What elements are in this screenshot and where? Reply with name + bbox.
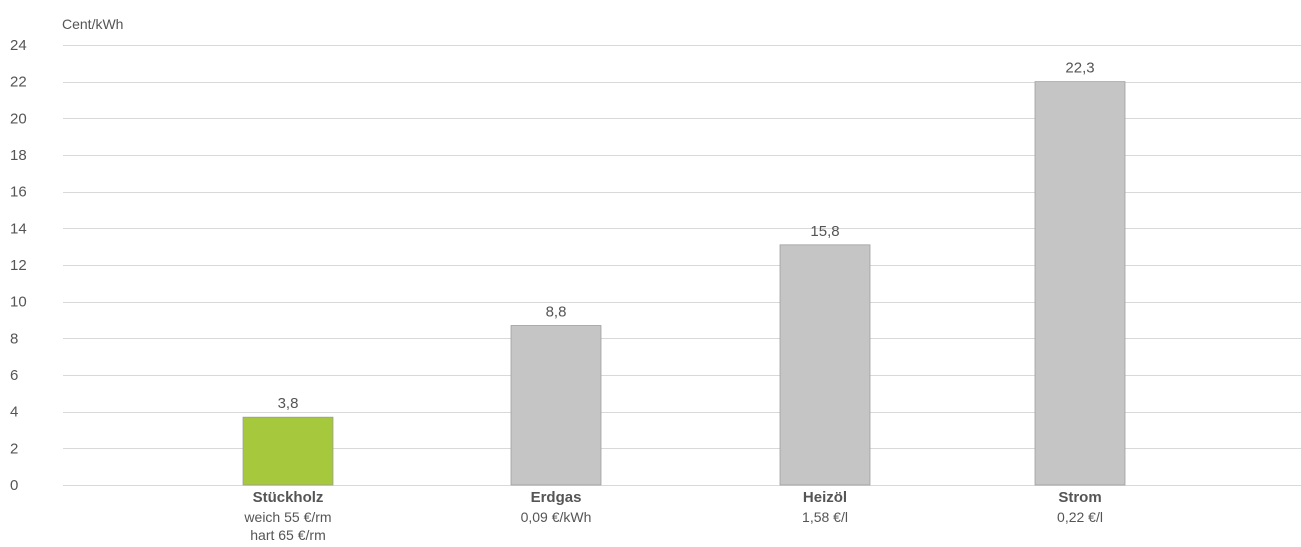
y-tick-label: 16 [10,184,27,201]
category-name: Stückholz [253,489,324,506]
category-price: hart 65 €/rm [250,527,325,543]
y-tick-label: 14 [10,220,27,237]
y-tick-label: 4 [10,404,18,421]
y-tick-label: 6 [10,367,18,384]
y-tick-label: 22 [10,74,27,91]
category-price: 1,58 €/l [802,509,848,525]
y-tick-label: 24 [10,37,27,54]
bar [242,416,334,486]
y-tick-label: 18 [10,147,27,164]
category-name: Erdgas [531,489,582,506]
data-label: 15,8 [810,223,839,240]
bar [510,325,602,486]
x-axis-categories: Stückholz weich 55 €/rm hart 65 €/rm Erdgas… [243,489,1103,543]
data-label: 22,3 [1065,60,1094,77]
data-labels: 3,8 8,8 15,8 22,3 [278,60,1095,412]
category-price: 0,09 €/kWh [521,509,592,525]
bars [242,81,1126,486]
category-name: Heizöl [803,489,847,506]
y-tick-label: 0 [10,477,18,494]
y-tick-label: 8 [10,330,18,347]
bar [1034,81,1126,486]
bar [779,244,871,486]
data-label: 3,8 [278,395,299,412]
y-tick-label: 20 [10,110,27,127]
category-name: Strom [1058,489,1101,506]
y-tick-label: 2 [10,440,18,457]
y-tick-label: 10 [10,294,27,311]
data-label: 8,8 [546,304,567,321]
category-price: 0,22 €/l [1057,509,1103,525]
y-tick-label: 12 [10,257,27,274]
category-price: weich 55 €/rm [243,509,331,525]
y-axis-unit-label: Cent/kWh [62,16,123,32]
